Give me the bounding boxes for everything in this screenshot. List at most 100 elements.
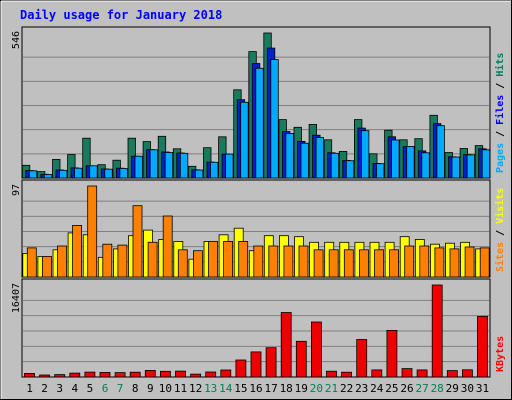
bar-sites-day-20 — [313, 249, 324, 278]
bar-sites-day-25 — [389, 249, 400, 278]
x-tick-day-2: 2 — [41, 382, 48, 395]
bar-pages-day-21 — [330, 152, 340, 179]
x-tick-day-4: 4 — [71, 382, 78, 395]
bar-sites-day-29 — [449, 248, 460, 278]
bar-pages-day-5 — [89, 165, 98, 179]
bar-kbytes-day-4 — [69, 372, 81, 378]
bar-sites-day-22 — [343, 249, 354, 278]
bar-sites-day-27 — [419, 245, 430, 278]
bar-pages-day-2 — [44, 174, 53, 179]
x-tick-day-27: 27 — [415, 382, 428, 395]
bar-kbytes-day-9 — [144, 369, 156, 378]
bar-pages-day-9 — [149, 149, 159, 179]
x-tick-day-15: 15 — [234, 382, 247, 395]
bar-pages-day-12 — [194, 169, 204, 179]
bar-sites-day-30 — [464, 246, 475, 278]
bar-sites-day-10 — [162, 215, 173, 278]
bar-pages-day-24 — [376, 163, 385, 179]
bar-sites-day-1 — [26, 247, 37, 278]
bar-kbytes-day-8 — [129, 371, 141, 378]
bar-pages-day-11 — [179, 152, 189, 179]
chart-title: Daily usage for January 2018 — [20, 8, 222, 22]
bar-kbytes-day-6 — [99, 371, 111, 378]
x-tick-day-30: 30 — [461, 382, 474, 395]
bar-sites-day-16 — [253, 245, 264, 278]
bar-sites-day-24 — [374, 249, 384, 278]
x-tick-day-11: 11 — [174, 382, 187, 395]
x-tick-day-19: 19 — [295, 382, 308, 395]
x-tick-day-20: 20 — [310, 382, 323, 395]
bar-sites-day-5 — [87, 185, 98, 278]
bar-sites-day-15 — [238, 240, 249, 278]
bar-sites-day-18 — [283, 245, 294, 278]
bar-sites-day-21 — [328, 249, 339, 278]
x-tick-day-14: 14 — [219, 382, 233, 395]
bar-pages-day-1 — [28, 170, 38, 179]
legend-pages: Pages — [495, 143, 506, 173]
panel-2-max-label: 97 — [11, 184, 22, 196]
bar-kbytes-day-21 — [326, 370, 337, 378]
bar-pages-day-23 — [360, 130, 370, 179]
x-tick-day-23: 23 — [355, 382, 368, 395]
bar-pages-day-20 — [315, 137, 325, 179]
bar-pages-day-22 — [345, 160, 355, 179]
panel-3-max-label: 16407 — [11, 283, 22, 313]
bar-kbytes-day-26 — [401, 368, 413, 378]
bar-pages-day-7 — [119, 167, 128, 179]
bar-pages-day-28 — [436, 125, 445, 179]
panel-1-max-label: 546 — [11, 31, 22, 49]
panel-1: 546 Pages / Files / Hits — [11, 26, 506, 179]
bar-kbytes-day-22 — [341, 371, 353, 378]
x-tick-day-31: 31 — [476, 382, 489, 395]
bar-pages-day-6 — [104, 168, 113, 179]
bar-pages-day-30 — [466, 154, 476, 179]
bar-sites-day-31 — [479, 247, 490, 278]
bar-kbytes-day-19 — [295, 340, 307, 378]
x-tick-day-22: 22 — [340, 382, 353, 395]
bar-kbytes-day-24 — [371, 369, 383, 378]
legend-separator: / — [495, 224, 506, 242]
bar-pages-day-13 — [210, 161, 219, 179]
bar-pages-day-27 — [421, 152, 430, 179]
bar-pages-day-29 — [451, 156, 460, 179]
bar-kbytes-day-28 — [431, 284, 443, 378]
bar-sites-day-7 — [117, 244, 128, 278]
x-tick-day-24: 24 — [370, 382, 384, 395]
x-tick-day-29: 29 — [446, 382, 459, 395]
x-tick-day-28: 28 — [431, 382, 444, 395]
bar-kbytes-day-27 — [416, 369, 428, 378]
x-tick-day-9: 9 — [147, 382, 154, 395]
bar-sites-day-6 — [102, 243, 113, 278]
bar-pages-day-3 — [59, 169, 68, 179]
bar-kbytes-day-16 — [250, 351, 262, 378]
bar-pages-day-19 — [300, 142, 309, 179]
bar-kbytes-day-3 — [54, 374, 66, 378]
x-tick-day-26: 26 — [400, 382, 413, 395]
bar-kbytes-day-25 — [386, 329, 398, 378]
bar-kbytes-day-29 — [446, 370, 458, 378]
x-tick-day-6: 6 — [102, 382, 109, 395]
bar-pages-day-10 — [164, 152, 174, 179]
bar-pages-day-25 — [391, 139, 400, 179]
legend-kbytes: KBytes — [495, 336, 506, 372]
bar-sites-day-4 — [72, 224, 82, 278]
x-tick-day-10: 10 — [159, 382, 172, 395]
panel-1-legend: Pages / Files / Hits — [494, 53, 506, 173]
bar-sites-day-26 — [404, 245, 415, 278]
bar-sites-day-13 — [208, 240, 218, 278]
x-tick-day-1: 1 — [26, 382, 33, 395]
legend-sites: Sites — [494, 242, 506, 272]
bar-kbytes-day-5 — [84, 371, 96, 378]
bar-pages-day-16 — [255, 67, 264, 179]
legend-files: Files — [494, 95, 506, 125]
x-tick-day-12: 12 — [189, 382, 202, 395]
bar-kbytes-day-10 — [159, 370, 171, 378]
legend-separator: / — [495, 125, 506, 143]
bar-sites-day-28 — [434, 247, 445, 278]
bar-kbytes-day-13 — [205, 371, 217, 378]
bar-pages-day-18 — [285, 132, 294, 179]
bar-sites-day-9 — [147, 241, 158, 278]
panel-3-legend: KBytes — [495, 336, 506, 372]
